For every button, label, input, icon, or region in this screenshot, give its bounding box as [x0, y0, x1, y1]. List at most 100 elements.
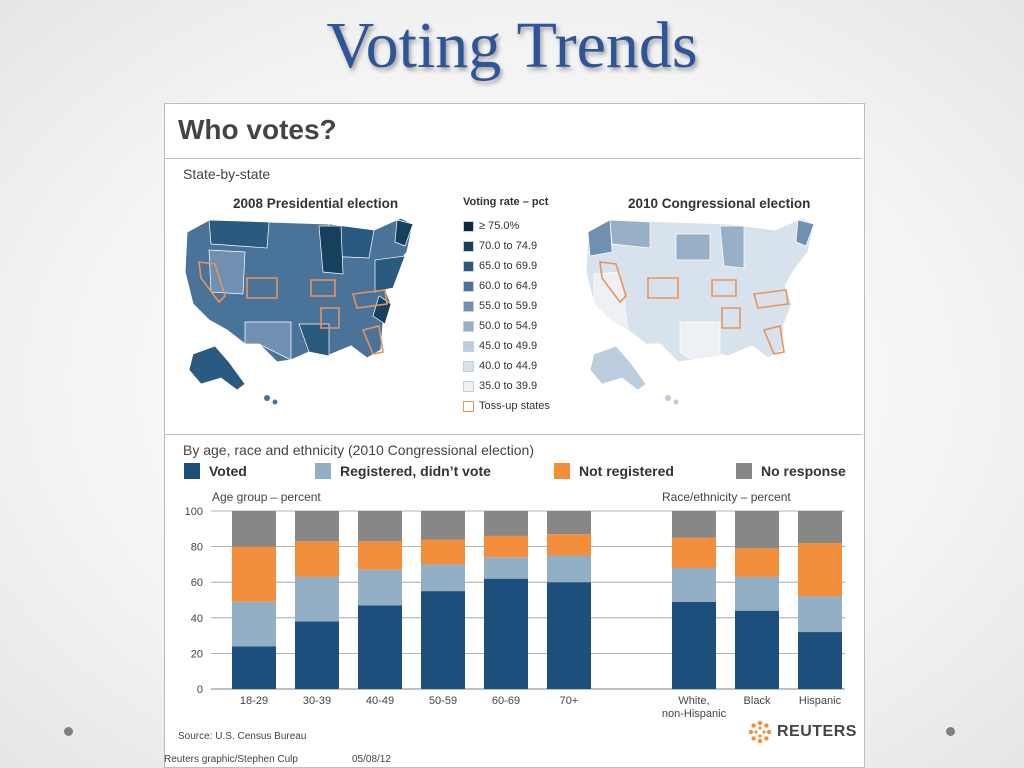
tossup-outline [721, 307, 741, 329]
state-block [795, 219, 815, 247]
state-block [719, 225, 745, 269]
bar-segment [672, 511, 716, 538]
series-swatch [315, 463, 331, 479]
tossup-outline [599, 261, 627, 304]
bar-segment [232, 546, 276, 602]
map-legend-item: 40.0 to 44.9 [463, 358, 537, 374]
legend-swatch [463, 400, 474, 412]
map-legend-item: 55.0 to 59.9 [463, 298, 537, 314]
alaska-shape [589, 345, 647, 391]
state-section-label: State-by-state [183, 166, 271, 182]
x-tick-label: 40-49 [366, 695, 394, 707]
source-note: Source: U.S. Census Bureau [178, 731, 307, 742]
reuters-dots-icon [748, 720, 772, 744]
series-swatch [184, 463, 200, 479]
x-tick-label: 18-29 [240, 695, 268, 707]
bar-segment [232, 511, 276, 547]
x-tick-label: White, non-Hispanic [662, 695, 727, 720]
bar-segment [484, 578, 528, 689]
bar-segment [484, 511, 528, 536]
tossup-outline [762, 325, 785, 355]
legend-swatch [463, 340, 474, 352]
bar-segment [672, 537, 716, 568]
series-legend-label: Not registered [579, 463, 674, 479]
tossup-outline [361, 325, 384, 355]
legend-swatch [463, 360, 474, 372]
series-legend-registered: Registered, didn’t vote [315, 463, 491, 479]
state-block [675, 233, 711, 261]
x-tick-label: 30-39 [303, 695, 331, 707]
bar-segment [232, 601, 276, 647]
bar-segment [295, 621, 339, 689]
slide-bullet-dot-left [64, 727, 73, 736]
tossup-outline [310, 279, 336, 297]
hawaii-island [272, 399, 278, 405]
map-legend-item: 50.0 to 54.9 [463, 318, 537, 334]
series-legend-label: No response [761, 463, 846, 479]
graphic-credit: Reuters graphic/Stephen Culp [164, 754, 298, 765]
bar-segment [547, 582, 591, 689]
state-block [394, 219, 414, 247]
divider [165, 158, 862, 159]
state-block [587, 219, 613, 257]
series-legend-no-response: No response [736, 463, 846, 479]
map-legend-item: 65.0 to 69.9 [463, 258, 537, 274]
bar-segment [798, 632, 842, 689]
tossup-outline [198, 261, 226, 304]
age-group-label: Age group – percent [212, 490, 321, 504]
map-legend-item: 70.0 to 74.9 [463, 238, 537, 254]
legend-label: 55.0 to 59.9 [479, 300, 538, 312]
bar-segment [735, 511, 779, 549]
bar-segment [358, 511, 402, 542]
bar-segment [358, 605, 402, 689]
legend-label: Toss-up states [479, 400, 550, 412]
bar-segment [735, 576, 779, 611]
tossup-outline [711, 279, 737, 297]
state-block [298, 323, 330, 357]
y-tick-label: 80 [191, 542, 203, 554]
reuters-wordmark: REUTERS [777, 723, 857, 740]
infographic-heading: Who votes? [178, 114, 337, 145]
state-block [374, 255, 406, 293]
legend-swatch [463, 380, 474, 392]
hawaii-island [264, 395, 270, 401]
bar-segment [358, 541, 402, 570]
series-swatch [736, 463, 752, 479]
tossup-outline [752, 289, 789, 309]
stacked-bar-chart: 0 20 40 60 80 100 18-29 30-39 40-49 50-59 60-69 70+… [185, 506, 845, 720]
tossup-outline [351, 289, 388, 309]
y-tick-label: 40 [191, 613, 203, 625]
series-legend-voted: Voted [184, 463, 247, 479]
state-block [318, 225, 344, 275]
state-block [609, 219, 651, 249]
bar-segment [295, 511, 339, 542]
bar-segment [358, 569, 402, 606]
map-legend-item: 60.0 to 64.9 [463, 278, 537, 294]
state-block [208, 249, 246, 295]
race-group-label: Race/ethnicity – percent [662, 490, 791, 504]
tossup-outline [320, 307, 340, 329]
bar-segment [295, 576, 339, 622]
legend-label: 60.0 to 64.9 [479, 280, 538, 292]
y-tick-label: 100 [185, 506, 203, 518]
demo-section-label: By age, race and ethnicity (2010 Congres… [183, 442, 534, 458]
legend-label: 70.0 to 74.9 [479, 240, 538, 252]
state-block [244, 321, 292, 361]
bar-segment [421, 564, 465, 592]
bar-segment [672, 567, 716, 602]
series-swatch [554, 463, 570, 479]
map-legend-item: ≥ 75.0% [463, 218, 519, 234]
tossup-outline [647, 277, 679, 299]
map-legend-item: 35.0 to 39.9 [463, 378, 537, 394]
hawaii-island [665, 395, 671, 401]
legend-swatch [463, 300, 474, 312]
x-tick-label: Black [744, 695, 771, 707]
bar-segment [484, 535, 528, 558]
map-legend-item: Toss-up states [463, 398, 550, 414]
legend-label: 45.0 to 49.9 [479, 340, 538, 352]
x-tick-label: 60-69 [492, 695, 520, 707]
slide-bullet-dot-right [946, 727, 955, 736]
bar-segment [421, 511, 465, 540]
series-legend-label: Registered, didn’t vote [340, 463, 491, 479]
state-block [593, 271, 629, 331]
